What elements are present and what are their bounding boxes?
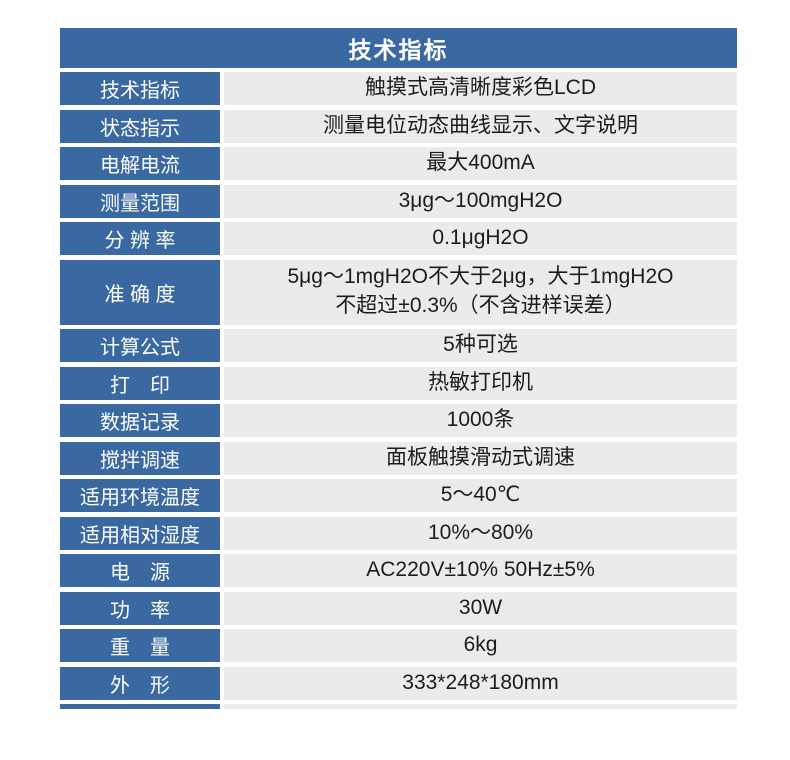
row-label: 适用相对湿度 (60, 516, 220, 550)
table-row: 计算公式 5种可选 (60, 329, 737, 362)
table-row: 重 量 6kg (60, 629, 737, 662)
table-row: 打 印 热敏打印机 (60, 366, 737, 400)
table-row: 搅拌调速 面板触摸滑动式调速 (60, 441, 737, 475)
table-row: 电 源 AC220V±10% 50Hz±5% (60, 554, 737, 587)
table-row: 状态指示 测量电位动态曲线显示、文字说明 (60, 109, 737, 143)
table-row: 准 确 度 5μg～1mgH2O不大于2μg，大于1mgH2O 不超过±0.3%… (60, 259, 737, 325)
row-label: 电 源 (60, 554, 220, 587)
table-row: 适用相对湿度 10%～80% (60, 516, 737, 550)
row-label: 重 量 (60, 629, 220, 662)
spec-table: 技术指标 技术指标 触摸式高清晰度彩色LCD 状态指示 测量电位动态曲线显示、文… (60, 28, 737, 709)
row-value: 测量电位动态曲线显示、文字说明 (224, 109, 737, 143)
row-label: 技术指标 (60, 72, 220, 105)
row-value: 1000条 (224, 404, 737, 437)
row-label: 数据记录 (60, 404, 220, 437)
row-label: 测量范围 (60, 184, 220, 218)
row-value: 5μg～1mgH2O不大于2μg，大于1mgH2O 不超过±0.3%（不含进样误… (224, 259, 737, 325)
partial-row-value (224, 704, 737, 709)
row-value: 面板触摸滑动式调速 (224, 441, 737, 475)
table-row: 适用环境温度 5～40℃ (60, 479, 737, 512)
row-label: 打 印 (60, 366, 220, 400)
row-label: 外 形 (60, 666, 220, 700)
row-value: 333*248*180mm (224, 666, 737, 700)
row-value: 6kg (224, 629, 737, 662)
table-row: 数据记录 1000条 (60, 404, 737, 437)
row-value: AC220V±10% 50Hz±5% (224, 554, 737, 587)
row-label: 分 辨 率 (60, 222, 220, 255)
row-value: 5～40℃ (224, 479, 737, 512)
row-value: 最大400mA (224, 147, 737, 180)
table-row: 外 形 333*248*180mm (60, 666, 737, 700)
partial-row-label (60, 704, 220, 709)
table-row: 技术指标 触摸式高清晰度彩色LCD (60, 72, 737, 105)
row-label: 电解电流 (60, 147, 220, 180)
row-label: 适用环境温度 (60, 479, 220, 512)
table-row: 功 率 30W (60, 591, 737, 625)
table-row: 电解电流 最大400mA (60, 147, 737, 180)
row-value: 10%～80% (224, 516, 737, 550)
row-label: 功 率 (60, 591, 220, 625)
row-label: 计算公式 (60, 329, 220, 362)
row-value: 热敏打印机 (224, 366, 737, 400)
row-value: 0.1μgH2O (224, 222, 737, 255)
partial-next-row (60, 704, 737, 709)
table-row: 分 辨 率 0.1μgH2O (60, 222, 737, 255)
table-row: 测量范围 3μg～100mgH2O (60, 184, 737, 218)
table-title: 技术指标 (60, 28, 737, 68)
row-value: 触摸式高清晰度彩色LCD (224, 72, 737, 105)
row-label: 状态指示 (60, 109, 220, 143)
row-value: 3μg～100mgH2O (224, 184, 737, 218)
row-label: 准 确 度 (60, 259, 220, 325)
row-value: 5种可选 (224, 329, 737, 362)
row-label: 搅拌调速 (60, 441, 220, 475)
row-value: 30W (224, 591, 737, 625)
